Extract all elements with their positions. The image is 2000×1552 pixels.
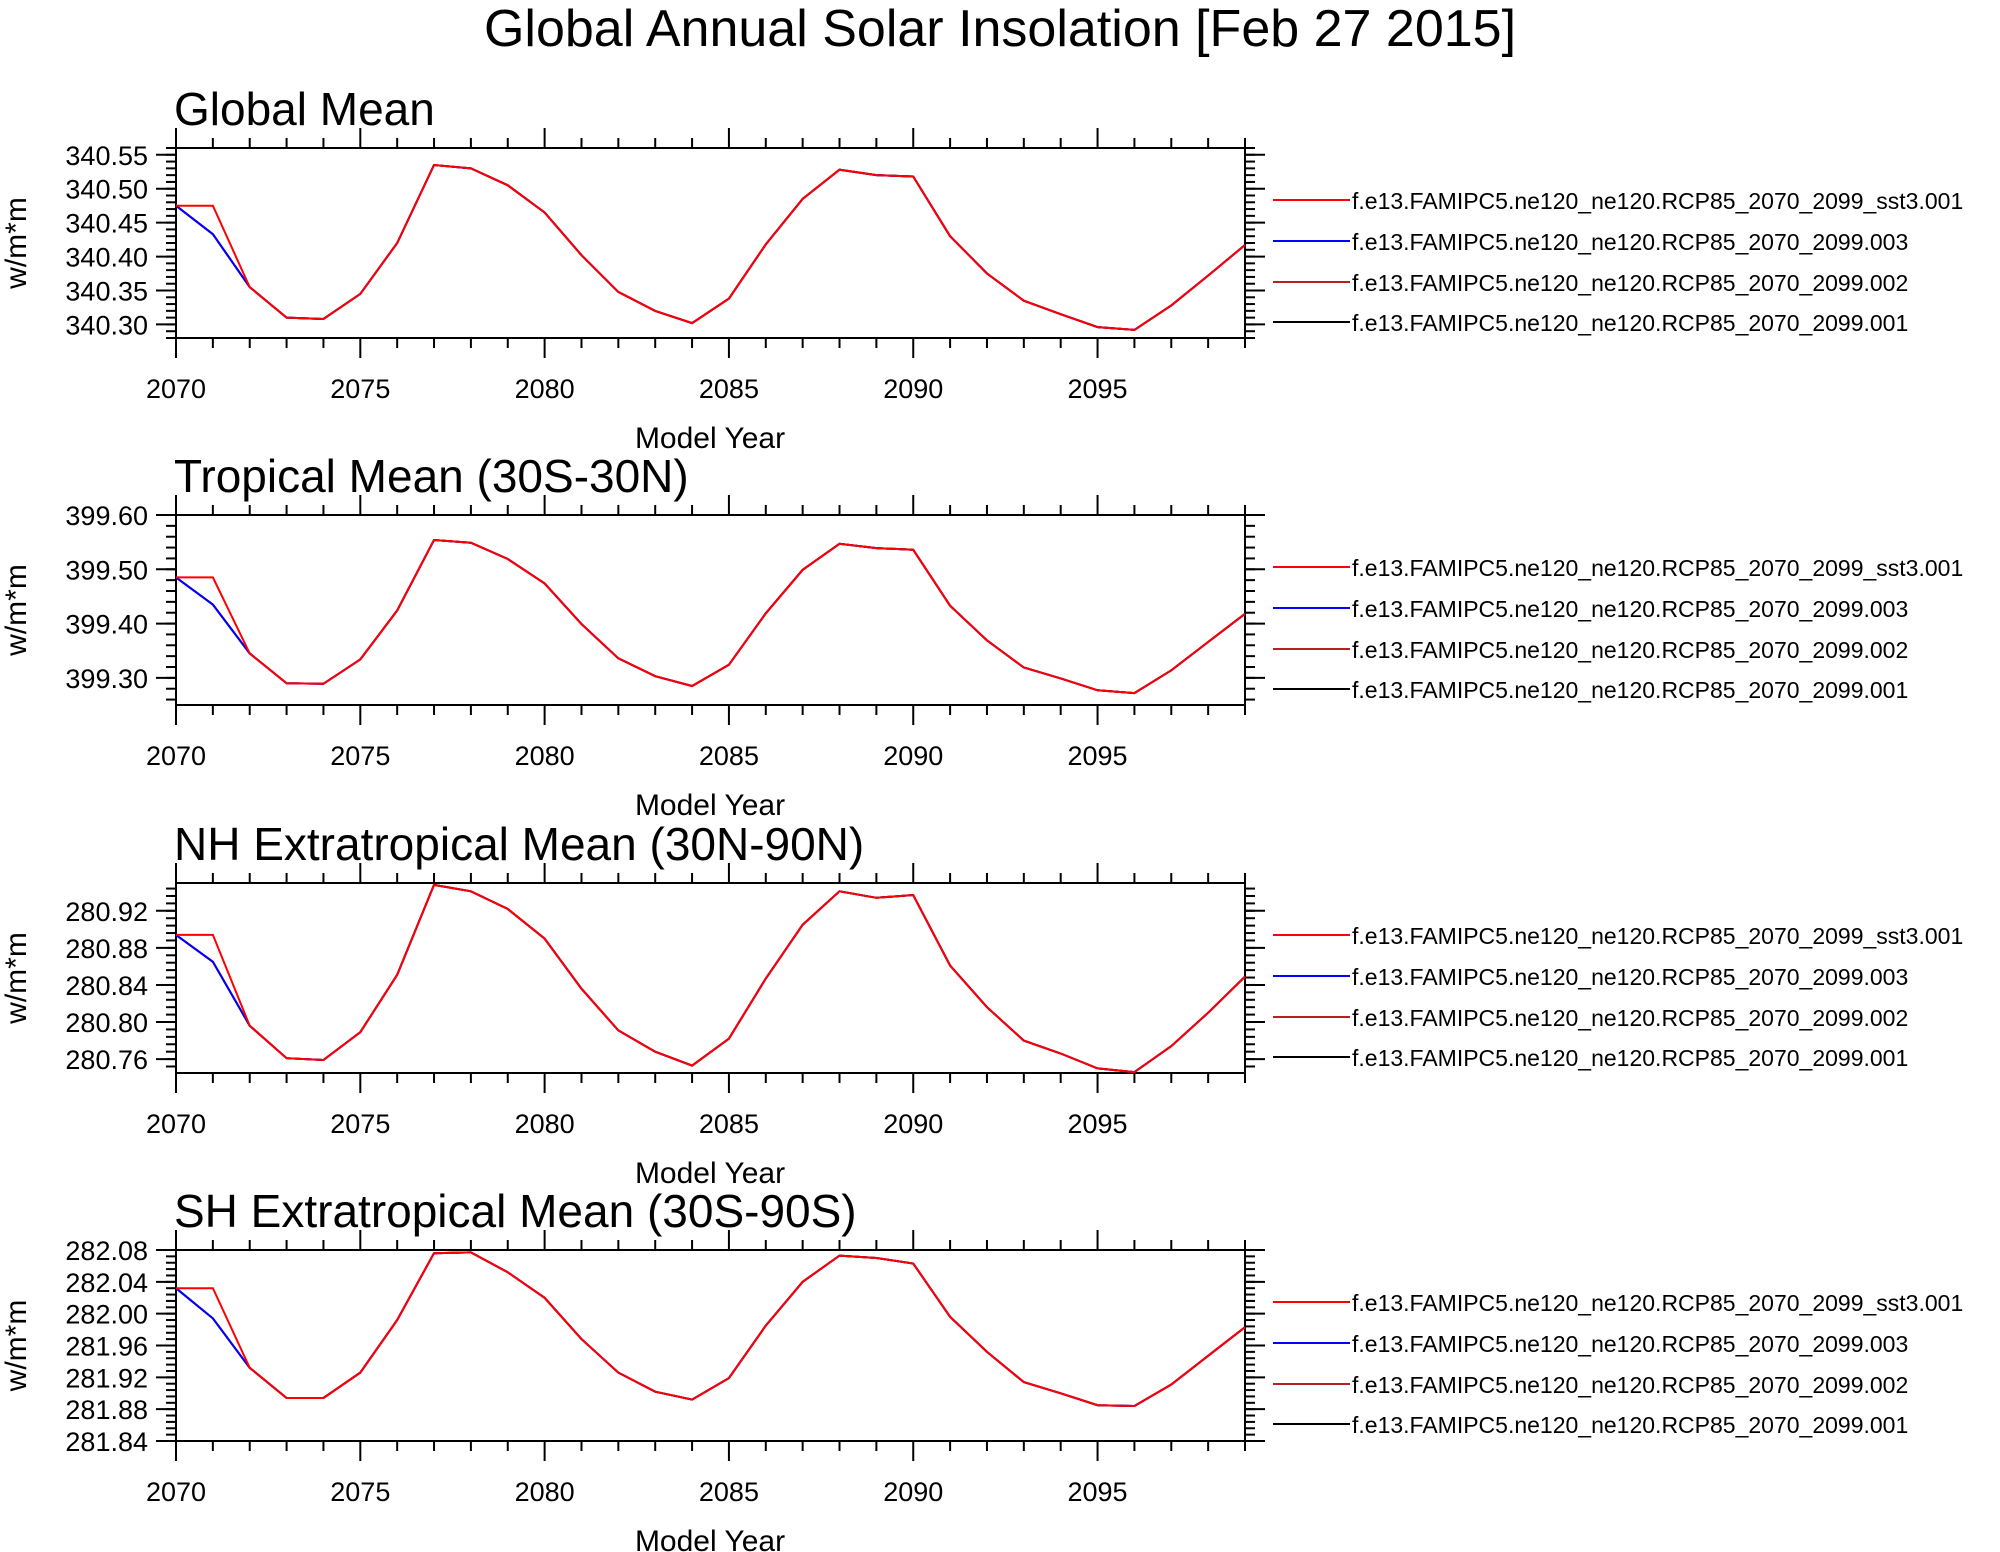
series-line-0 (176, 1251, 1246, 1408)
legend-label: f.e13.FAMIPC5.ne120_ne120.RCP85_2070_209… (1352, 923, 1963, 949)
series-line-3 (175, 163, 1246, 331)
legend-label: f.e13.FAMIPC5.ne120_ne120.RCP85_2070_209… (1352, 555, 1963, 581)
series-line-3 (175, 1251, 1246, 1408)
x-tick-label: 2095 (1068, 1477, 1128, 1507)
series-line-1 (175, 883, 1246, 1074)
x-axis-label: Model Year (635, 1157, 785, 1190)
y-tick-label: 282.08 (65, 1236, 148, 1266)
panel-title: Global Mean (174, 83, 435, 135)
plot-frame (175, 514, 1246, 706)
panel-title: Tropical Mean (30S-30N) (174, 450, 689, 502)
series-line-1 (175, 163, 1246, 331)
x-tick-label: 2090 (883, 1109, 943, 1139)
panel-title: NH Extratropical Mean (30N-90N) (174, 818, 864, 870)
series-line-2 (175, 163, 1246, 331)
figure-title: Global Annual Solar Insolation [Feb 27 2… (483, 0, 1517, 58)
x-tick-label: 2090 (883, 1477, 943, 1507)
x-tick-label: 2085 (699, 1477, 759, 1507)
legend-label: f.e13.FAMIPC5.ne120_ne120.RCP85_2070_209… (1352, 596, 1908, 622)
panel-title: SH Extratropical Mean (30S-90S) (174, 1185, 857, 1237)
series-line-0 (176, 883, 1246, 1074)
y-axis-label: w/m*m (0, 564, 33, 657)
legend-label: f.e13.FAMIPC5.ne120_ne120.RCP85_2070_209… (1352, 964, 1908, 990)
y-axis-label: w/m*m (0, 1300, 33, 1393)
series-line-0 (176, 538, 1246, 695)
x-tick-label: 2080 (515, 1477, 575, 1507)
y-tick-label: 280.76 (65, 1045, 148, 1075)
x-tick-label: 2070 (146, 1477, 206, 1507)
y-axis-label: w/m*m (0, 932, 33, 1025)
series-line-2 (175, 538, 1246, 695)
series-line-3 (175, 883, 1246, 1074)
legend-label: f.e13.FAMIPC5.ne120_ne120.RCP85_2070_209… (1352, 1331, 1908, 1357)
plot-frame (175, 882, 1246, 1074)
x-tick-label: 2080 (515, 374, 575, 404)
x-tick-label: 2070 (146, 741, 206, 771)
y-tick-label: 340.45 (65, 209, 148, 239)
series-line-2 (175, 1251, 1246, 1408)
x-tick-label: 2075 (330, 374, 390, 404)
y-axis-label: w/m*m (0, 197, 33, 290)
legend-label: f.e13.FAMIPC5.ne120_ne120.RCP85_2070_209… (1352, 637, 1908, 663)
x-axis-label: Model Year (635, 789, 785, 822)
y-tick-label: 280.92 (65, 897, 148, 927)
x-tick-label: 2075 (330, 1477, 390, 1507)
x-tick-label: 2090 (883, 741, 943, 771)
series-line-1 (175, 538, 1246, 695)
x-tick-label: 2095 (1068, 1109, 1128, 1139)
legend-label: f.e13.FAMIPC5.ne120_ne120.RCP85_2070_209… (1352, 229, 1908, 255)
x-tick-label: 2085 (699, 374, 759, 404)
legend-label: f.e13.FAMIPC5.ne120_ne120.RCP85_2070_209… (1352, 1290, 1963, 1316)
y-tick-label: 280.80 (65, 1008, 148, 1038)
legend-label: f.e13.FAMIPC5.ne120_ne120.RCP85_2070_209… (1352, 1372, 1908, 1398)
x-axis-label: Model Year (635, 1525, 785, 1552)
y-tick-label: 281.92 (65, 1363, 148, 1393)
series-line-0 (176, 163, 1246, 331)
y-tick-label: 282.04 (65, 1268, 148, 1298)
y-tick-label: 340.40 (65, 243, 148, 273)
y-tick-label: 340.50 (65, 175, 148, 205)
series-line-1 (175, 1251, 1246, 1408)
y-tick-label: 399.40 (65, 610, 148, 640)
y-tick-label: 340.55 (65, 141, 148, 171)
series-line-3 (175, 538, 1246, 695)
y-tick-label: 280.84 (65, 971, 148, 1001)
y-tick-label: 399.30 (65, 664, 148, 694)
legend-label: f.e13.FAMIPC5.ne120_ne120.RCP85_2070_209… (1352, 1045, 1908, 1071)
series-line-2 (175, 883, 1246, 1074)
x-tick-label: 2070 (146, 374, 206, 404)
legend-label: f.e13.FAMIPC5.ne120_ne120.RCP85_2070_209… (1352, 677, 1908, 703)
legend-label: f.e13.FAMIPC5.ne120_ne120.RCP85_2070_209… (1352, 270, 1908, 296)
legend-label: f.e13.FAMIPC5.ne120_ne120.RCP85_2070_209… (1352, 310, 1908, 336)
y-tick-label: 399.60 (65, 501, 148, 531)
y-tick-label: 399.50 (65, 555, 148, 585)
x-tick-label: 2085 (699, 741, 759, 771)
x-tick-label: 2090 (883, 374, 943, 404)
y-tick-label: 280.88 (65, 934, 148, 964)
y-tick-label: 282.00 (65, 1300, 148, 1330)
x-tick-label: 2080 (515, 1109, 575, 1139)
x-tick-label: 2070 (146, 1109, 206, 1139)
plot-frame (175, 1249, 1246, 1442)
x-tick-label: 2075 (330, 1109, 390, 1139)
x-axis-label: Model Year (635, 422, 785, 455)
y-tick-label: 281.88 (65, 1395, 148, 1425)
y-tick-label: 340.30 (65, 310, 148, 340)
legend-label: f.e13.FAMIPC5.ne120_ne120.RCP85_2070_209… (1352, 188, 1963, 214)
x-tick-label: 2085 (699, 1109, 759, 1139)
y-tick-label: 281.84 (65, 1427, 148, 1457)
y-tick-label: 340.35 (65, 277, 148, 307)
x-tick-label: 2080 (515, 741, 575, 771)
x-tick-label: 2075 (330, 741, 390, 771)
legend-label: f.e13.FAMIPC5.ne120_ne120.RCP85_2070_209… (1352, 1005, 1908, 1031)
x-tick-label: 2095 (1068, 741, 1128, 771)
x-tick-label: 2095 (1068, 374, 1128, 404)
y-tick-label: 281.96 (65, 1332, 148, 1362)
legend-label: f.e13.FAMIPC5.ne120_ne120.RCP85_2070_209… (1352, 1412, 1908, 1438)
